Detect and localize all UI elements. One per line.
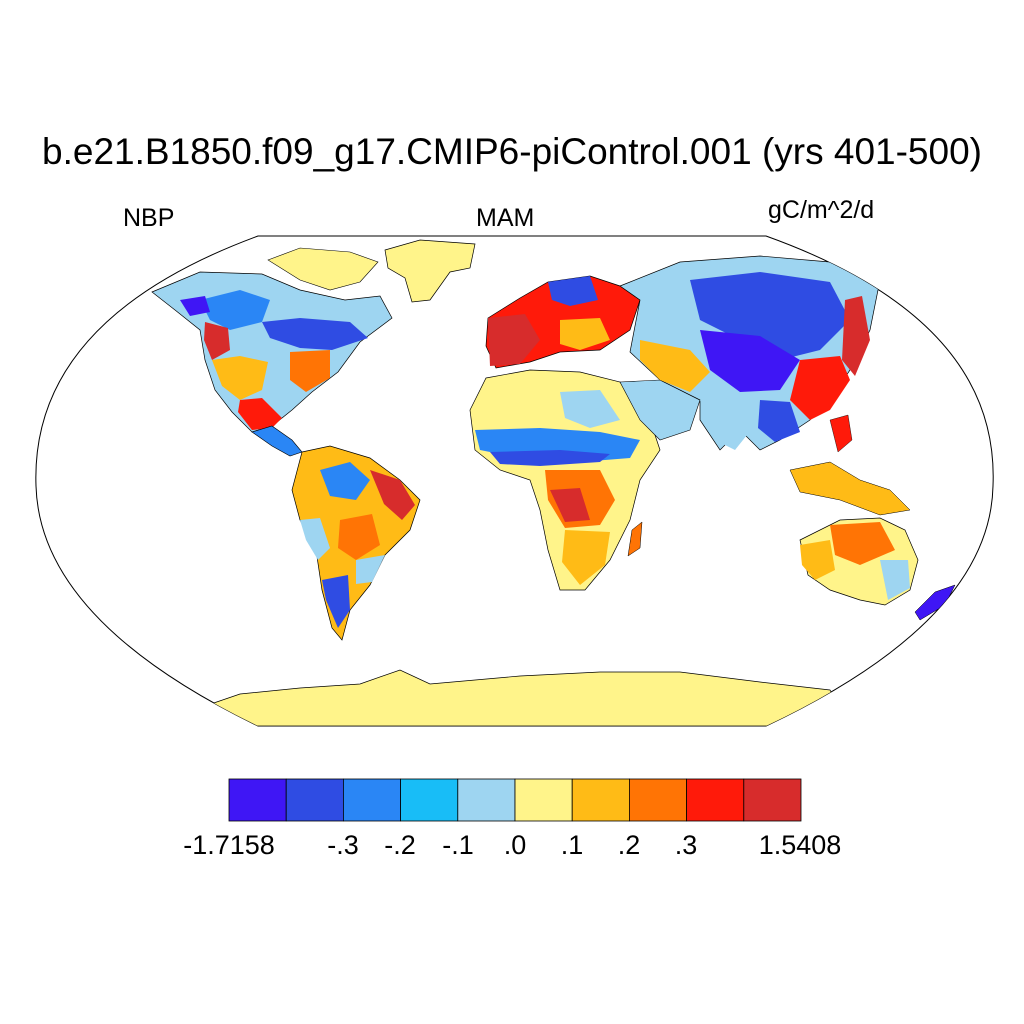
colorbar-swatch bbox=[743, 778, 802, 822]
colorbar-tick-label: .2 bbox=[617, 830, 641, 860]
colorbar-swatch bbox=[228, 778, 287, 822]
colorbar-tick-label: .3 bbox=[674, 830, 698, 860]
colorbar-swatch bbox=[457, 778, 516, 822]
colorbar-swatch bbox=[571, 778, 630, 822]
colorbar-swatch bbox=[342, 778, 401, 822]
madagascar bbox=[627, 521, 643, 557]
colorbar-swatch bbox=[514, 778, 573, 822]
colorbar-tick-label: 1.5408 bbox=[758, 830, 842, 860]
plot-title: b.e21.B1850.f09_g17.CMIP6-piControl.001 … bbox=[42, 131, 982, 172]
colorbar-swatch bbox=[629, 778, 688, 822]
units-label: gC/m^2/d bbox=[768, 196, 875, 224]
maritime-continent bbox=[789, 461, 911, 516]
season-label: MAM bbox=[476, 204, 535, 232]
colorbar-swatch bbox=[285, 778, 344, 822]
colorbar-swatch bbox=[686, 778, 745, 822]
colorbar bbox=[228, 778, 802, 822]
colorbar-tick-label: -.3 bbox=[327, 830, 359, 860]
colorbar-tick-label: .1 bbox=[560, 830, 584, 860]
colorbar-tick-label: -1.7158 bbox=[183, 830, 275, 860]
colorbar-tick-label: -.1 bbox=[442, 830, 474, 860]
colorbar-tick-label: -.2 bbox=[384, 830, 416, 860]
new-zealand bbox=[914, 584, 956, 621]
colorbar-tick-label: .0 bbox=[503, 830, 527, 860]
variable-label: NBP bbox=[123, 204, 175, 232]
arctic-islands bbox=[267, 247, 379, 291]
greenland bbox=[384, 239, 476, 303]
colorbar-swatch bbox=[400, 778, 459, 822]
